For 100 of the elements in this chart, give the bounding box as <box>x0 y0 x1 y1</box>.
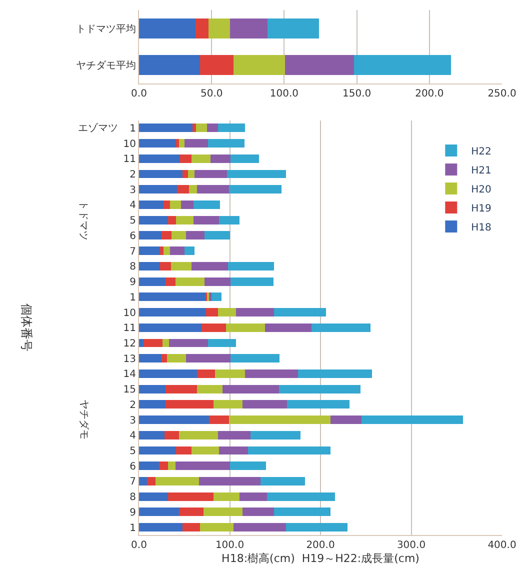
bar <box>206 308 218 316</box>
bar <box>222 384 279 394</box>
y-tick-label: 1 <box>130 522 136 534</box>
x-tick-label: 200.0 <box>415 88 444 100</box>
bar <box>178 430 218 440</box>
bar <box>212 292 222 302</box>
legend-label: H20 <box>471 184 492 196</box>
y-tick-label: 8 <box>130 492 136 504</box>
bar <box>192 154 211 163</box>
bar <box>162 338 169 348</box>
bar <box>218 308 236 316</box>
bar <box>139 462 159 470</box>
bar <box>160 262 171 270</box>
bar <box>139 170 183 178</box>
bar <box>204 277 231 286</box>
bar <box>165 277 176 286</box>
bar <box>203 508 242 516</box>
bar <box>139 231 162 240</box>
bar <box>330 416 362 424</box>
bar <box>139 430 164 440</box>
y-tick-label: 13 <box>123 354 136 365</box>
bar <box>286 400 350 409</box>
bar <box>227 170 286 178</box>
x-tick-label: 250.0 <box>488 88 516 100</box>
bar <box>164 430 179 440</box>
y-tick-label: 2 <box>130 400 136 411</box>
bar <box>278 384 360 394</box>
bar <box>139 384 166 394</box>
bar <box>245 369 298 378</box>
y-tick-label: 9 <box>130 507 136 518</box>
bar <box>175 462 230 470</box>
bar <box>182 523 200 532</box>
bar <box>186 231 204 240</box>
bar <box>208 18 230 38</box>
bar <box>139 354 162 363</box>
bar <box>139 416 209 424</box>
bar <box>139 246 160 256</box>
x-tick-label: 50.0 <box>200 88 223 100</box>
bar <box>186 354 231 363</box>
x-tick-label: 100.0 <box>270 88 299 100</box>
bar <box>242 400 287 409</box>
bar <box>218 216 240 224</box>
bar <box>139 139 176 148</box>
text: トドマツ <box>78 200 89 241</box>
bar <box>177 185 189 194</box>
bar <box>139 216 168 224</box>
y-tick-label: トドマツ平均 <box>76 22 136 35</box>
y-tick-label: 7 <box>130 246 136 258</box>
bar <box>228 185 282 194</box>
legend-label: H22 <box>471 146 492 158</box>
bar <box>200 55 234 76</box>
bar <box>193 216 219 224</box>
bar <box>139 338 144 348</box>
bar <box>198 477 261 486</box>
bar <box>178 508 204 516</box>
bar <box>182 170 188 178</box>
bar <box>170 246 184 256</box>
bar <box>361 416 463 424</box>
y-tick-label: 8 <box>130 262 136 273</box>
bar <box>260 477 306 486</box>
bar <box>233 523 286 532</box>
bar <box>165 384 198 394</box>
bar <box>193 200 220 209</box>
bar <box>202 323 226 332</box>
bar <box>188 185 198 194</box>
bar <box>210 154 231 163</box>
bar <box>274 308 326 316</box>
bar <box>248 446 330 455</box>
bar <box>164 246 170 256</box>
y-tick-label: 3 <box>130 184 136 196</box>
bar <box>168 492 214 501</box>
bar <box>274 508 330 516</box>
y-tick-label: 4 <box>130 430 136 442</box>
bar <box>197 384 222 394</box>
legend-label: H19 <box>471 203 492 214</box>
bar <box>230 462 266 470</box>
y-tick-label: 3 <box>130 415 136 426</box>
bar <box>208 338 236 348</box>
bar <box>160 246 164 256</box>
bar <box>215 369 246 378</box>
bar <box>228 416 330 424</box>
bar <box>230 277 274 286</box>
bar <box>230 354 280 363</box>
bar <box>168 462 176 470</box>
bar <box>168 216 176 224</box>
y-tick-label: 5 <box>130 216 136 227</box>
bar <box>188 170 194 178</box>
bar <box>139 154 180 163</box>
bar <box>286 523 348 532</box>
bar <box>196 18 209 38</box>
bar <box>139 523 183 532</box>
bar <box>213 400 242 409</box>
bar <box>139 308 206 316</box>
y-axis-title: 個体番号 <box>20 304 34 352</box>
bar <box>139 185 178 194</box>
bar <box>184 246 194 256</box>
y-tick-label: 5 <box>130 446 136 458</box>
bar <box>228 262 274 270</box>
bar <box>218 430 251 440</box>
bar <box>144 338 163 348</box>
